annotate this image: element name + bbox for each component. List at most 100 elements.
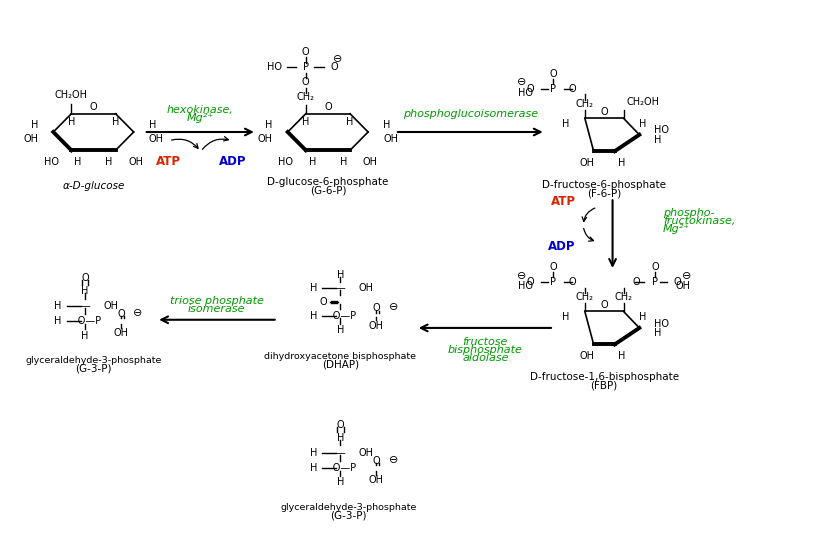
Text: ⊖: ⊖: [333, 54, 342, 65]
Text: H: H: [310, 311, 317, 321]
Text: H: H: [337, 270, 344, 280]
Text: O: O: [302, 47, 310, 57]
Text: H: H: [337, 433, 344, 443]
Text: isomerase: isomerase: [188, 304, 245, 314]
Text: (F-6-P): (F-6-P): [587, 188, 622, 198]
Text: ⊖: ⊖: [389, 302, 398, 312]
Text: H: H: [55, 301, 61, 311]
Text: —: —: [81, 301, 90, 311]
Text: H: H: [339, 157, 347, 167]
Text: D-glucose-6-phosphate: D-glucose-6-phosphate: [267, 177, 389, 187]
Text: H: H: [337, 478, 344, 487]
Text: O: O: [324, 102, 332, 112]
Text: H: H: [563, 312, 570, 322]
Text: O: O: [601, 107, 608, 117]
Text: OH: OH: [580, 351, 595, 362]
Text: OH: OH: [359, 448, 374, 458]
Text: H: H: [638, 312, 646, 322]
Text: H: H: [112, 117, 119, 127]
Text: O: O: [302, 77, 310, 87]
Text: CH₂OH: CH₂OH: [55, 90, 88, 100]
Text: O: O: [331, 62, 339, 72]
Text: OH: OH: [369, 475, 384, 485]
Text: (G-3-P): (G-3-P): [331, 511, 367, 521]
Text: O: O: [90, 102, 97, 112]
Text: —: —: [336, 448, 345, 458]
Text: OH: OH: [580, 158, 595, 168]
Text: HO: HO: [518, 88, 533, 98]
Text: —O—P: —O—P: [69, 316, 102, 327]
Text: H: H: [302, 117, 309, 127]
Text: HO: HO: [654, 318, 669, 329]
Text: H: H: [337, 325, 344, 335]
Text: bisphosphate: bisphosphate: [448, 345, 522, 355]
Text: HO: HO: [44, 157, 59, 167]
Text: H: H: [105, 157, 113, 167]
Text: P: P: [550, 84, 556, 94]
Text: OH: OH: [103, 301, 118, 311]
Text: ADP: ADP: [218, 155, 246, 168]
Text: H: H: [310, 463, 317, 473]
Text: OH: OH: [363, 157, 377, 167]
Text: OH: OH: [675, 281, 690, 292]
Text: Mg²⁺: Mg²⁺: [186, 113, 213, 123]
Text: Mg²⁺: Mg²⁺: [663, 224, 690, 234]
Text: hexokinase,: hexokinase,: [166, 105, 234, 115]
Text: O: O: [373, 304, 381, 313]
Text: H: H: [617, 158, 625, 168]
Text: glyceraldehyde-3-phosphate: glyceraldehyde-3-phosphate: [281, 503, 417, 512]
Text: O: O: [549, 262, 557, 272]
Text: ⊖: ⊖: [389, 455, 398, 464]
Text: fructokinase,: fructokinase,: [663, 216, 735, 226]
Text: OH: OH: [129, 157, 143, 167]
Text: HO: HO: [654, 125, 669, 135]
Text: O: O: [527, 84, 534, 94]
Text: ATP: ATP: [156, 155, 181, 168]
Text: H: H: [309, 157, 316, 167]
Text: O: O: [569, 277, 576, 287]
Text: P: P: [653, 277, 659, 287]
Text: H: H: [383, 120, 391, 131]
Text: H: H: [617, 351, 625, 362]
FancyArrowPatch shape: [582, 208, 595, 222]
Text: O: O: [601, 300, 608, 310]
Text: (DHAP): (DHAP): [322, 359, 359, 369]
Text: OH: OH: [369, 321, 384, 331]
Text: dihydroxyacetone bisphosphate: dihydroxyacetone bisphosphate: [265, 352, 417, 360]
Text: CH₂: CH₂: [576, 99, 594, 109]
Text: OH: OH: [383, 133, 398, 143]
Text: OH: OH: [24, 133, 39, 143]
Text: D-fructose-1,6-bisphosphate: D-fructose-1,6-bisphosphate: [530, 372, 679, 382]
Text: —: —: [336, 283, 345, 293]
Text: HO: HO: [518, 281, 533, 292]
Text: —O—P: —O—P: [324, 311, 357, 321]
Text: H: H: [68, 117, 75, 127]
Text: —O—P: —O—P: [324, 463, 357, 473]
Text: (FBP): (FBP): [591, 380, 617, 390]
Text: fructose: fructose: [463, 337, 508, 347]
Text: HO: HO: [278, 157, 293, 167]
Text: (G-3-P): (G-3-P): [76, 364, 112, 374]
Text: phosphoglucoisomerase: phosphoglucoisomerase: [402, 109, 538, 119]
Text: CH₂: CH₂: [615, 292, 633, 302]
Text: ⊖: ⊖: [517, 77, 527, 88]
Text: H: H: [638, 119, 646, 129]
Text: O: O: [674, 277, 681, 287]
Text: (G-6-P): (G-6-P): [310, 185, 346, 195]
Text: H: H: [346, 117, 354, 127]
Text: O: O: [549, 68, 557, 79]
Text: H: H: [75, 157, 81, 167]
Text: H: H: [310, 283, 317, 293]
Text: ⊖: ⊖: [134, 307, 143, 318]
Text: OH: OH: [149, 133, 164, 143]
Text: H: H: [265, 120, 273, 131]
Text: CH₂OH: CH₂OH: [626, 97, 659, 107]
Text: O: O: [527, 277, 534, 287]
Text: ⊖: ⊖: [517, 271, 527, 281]
FancyArrowPatch shape: [584, 228, 594, 241]
Text: O: O: [652, 262, 659, 272]
Text: H: H: [563, 119, 570, 129]
Text: ATP: ATP: [551, 195, 575, 208]
Text: CH₂: CH₂: [297, 92, 315, 102]
Text: H: H: [654, 135, 662, 145]
